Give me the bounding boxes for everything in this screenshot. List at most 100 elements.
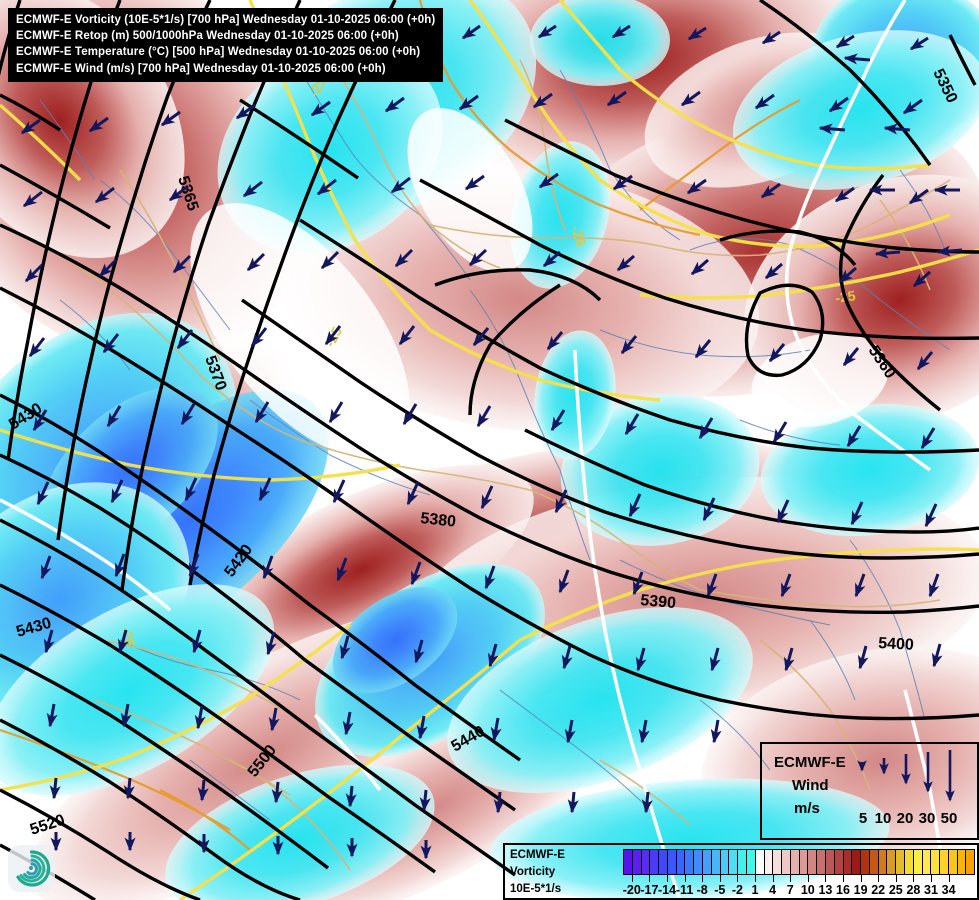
colorbar-tick-label: -17	[640, 883, 659, 897]
colorbar-swatch	[624, 850, 633, 874]
wind-speed-value: 20	[896, 810, 914, 827]
colorbar-tick-label: 25	[888, 883, 903, 897]
colorbar-swatch	[808, 850, 818, 874]
colorbar-tick-label: 22	[871, 883, 886, 897]
colorbar-swatch	[659, 850, 668, 874]
colorbar-swatch	[755, 850, 765, 874]
colorbar-model: ECMWF-E	[510, 849, 565, 861]
colorbar-swatch	[922, 850, 932, 874]
isotherm-label: -26	[568, 224, 590, 248]
colorbar-tick-mark	[843, 875, 844, 882]
map-info-header: ECMWF-E Vorticity (10E-5*1/s) [700 hPa] …	[8, 8, 444, 82]
colorbar-tick-mark	[772, 875, 774, 882]
header-line-wind: ECMWF-E Wind (m/s) [700 hPa] Wednesday 0…	[16, 62, 386, 75]
wind-legend-arrows	[857, 750, 955, 802]
colorbar-tick-mark	[755, 875, 756, 882]
colorbar-param: Vorticity	[510, 866, 556, 878]
colorbar-swatch	[782, 850, 791, 874]
colorbar-swatch	[913, 850, 923, 874]
wind-legend-unit: m/s	[794, 800, 820, 817]
colorbar-swatch	[869, 850, 879, 874]
colorbar-swatch	[703, 850, 712, 874]
colorbar-tick-mark	[825, 875, 827, 882]
colorbar-swatch	[738, 850, 747, 874]
colorbar-tick-mark	[878, 875, 880, 882]
colorbar-tick-label: 31	[924, 883, 938, 897]
colorbar-swatch	[641, 850, 651, 874]
colorbar-swatch	[711, 850, 721, 874]
colorbar-tick-mark	[913, 875, 915, 882]
colorbar-tick-label: -5	[714, 883, 726, 897]
colorbar-tick-mark	[649, 875, 651, 882]
colorbar-tick-label: 34	[941, 883, 956, 897]
cyclone-logo-icon	[16, 850, 51, 887]
colorbar-swatch	[931, 850, 941, 874]
contour-label: 5380	[420, 510, 457, 531]
header-line-vorticity: ECMWF-E Vorticity (10E-5*1/s) [700 hPa] …	[16, 14, 436, 26]
colorbar-swatch	[632, 850, 642, 874]
colorbar-tick-mark	[684, 875, 686, 882]
colorbar-swatch	[720, 850, 730, 874]
colorbar-swatch	[773, 850, 783, 874]
colorbar-swatch	[667, 850, 677, 874]
colorbar-swatch	[896, 850, 905, 874]
colorbar-tick-mark	[737, 875, 739, 882]
wind-arrow-layer	[20, 24, 943, 860]
colorbar-swatch	[948, 850, 958, 874]
colorbar-tick-label: -11	[675, 883, 694, 897]
colorbar-swatch	[905, 850, 914, 874]
colorbar-unit: 10E-5*1/s	[510, 883, 562, 895]
colorbar-tick-label: 19	[853, 883, 868, 897]
colorbar-swatch	[966, 850, 975, 874]
colorbar-tick-label: 4	[769, 883, 777, 897]
colorbar-tick-label: 7	[786, 883, 794, 897]
wind-speed-value: 10	[874, 810, 892, 827]
colorbar-tick-mark	[631, 875, 633, 882]
colorbar-tick-labels: -20 -17 -14 -11 -8 -5 -2 1 4 7 10 13 16 19 22 25 28 31 34	[623, 875, 975, 899]
colorbar-swatch	[878, 850, 888, 874]
wind-legend-model: ECMWF-E	[774, 754, 846, 771]
colorbar-swatch	[685, 850, 695, 874]
wind-speed-value: 50	[940, 810, 958, 827]
contour-label: 5400	[878, 635, 915, 654]
wind-arrow-layer-right	[818, 53, 963, 259]
colorbar-tick-label: 10	[800, 883, 815, 897]
colorbar-tick-mark	[702, 875, 704, 882]
wind-speed-value: 30	[918, 810, 936, 827]
colorbar-swatch	[940, 850, 949, 874]
colorbar-swatch	[843, 850, 853, 874]
colorbar-tick-mark	[790, 875, 792, 882]
wind-legend-param: Wind	[792, 777, 829, 794]
wind-legend-speeds: 5 10 20 30 50	[854, 810, 960, 827]
colorbar-tick-mark	[860, 875, 862, 882]
colorbar-tick-label: -8	[696, 883, 708, 897]
header-line-temperature: ECMWF-E Temperature (°C) [500 hPa] Wedne…	[16, 46, 421, 59]
colorbar-tick-label: -20	[622, 883, 641, 897]
colorbar-swatch	[799, 850, 809, 874]
colorbar-swatch	[817, 850, 826, 874]
colorbar-swatch	[825, 850, 835, 874]
geography-layer	[0, 0, 951, 871]
colorbar-labels: ECMWF-E Vorticity 10E-5*1/s	[510, 847, 565, 898]
colorbar-tick-mark	[719, 875, 721, 882]
colorbar-tick-mark	[948, 875, 950, 882]
colorbar-swatch	[729, 850, 739, 874]
vorticity-colorbar: ECMWF-E Vorticity 10E-5*1/s -20 -17 -14 -11…	[503, 843, 979, 900]
colorbar-swatch	[676, 850, 686, 874]
colorbar-swatch	[957, 850, 967, 874]
colorbar-swatch	[764, 850, 774, 874]
colorbar-tick-label: -2	[731, 883, 743, 897]
wind-speed-value: 5	[858, 810, 868, 827]
colorbar-tick-label: 28	[906, 883, 921, 897]
colorbar-swatch	[746, 850, 756, 874]
colorbar-swatch	[861, 850, 870, 874]
colorbar-tick-label: 16	[836, 883, 850, 897]
colorbar-tick-mark	[931, 875, 932, 882]
colorbar-tick-mark	[895, 875, 897, 882]
colorbar-tick-mark	[807, 875, 809, 882]
header-line-retop: ECMWF-E Retop (m) 500/1000hPa Wednesday …	[16, 30, 399, 43]
wind-legend: ECMWF-E Wind m/s 5 10 20 30 50	[760, 742, 979, 840]
colorbar-swatch	[650, 850, 660, 874]
